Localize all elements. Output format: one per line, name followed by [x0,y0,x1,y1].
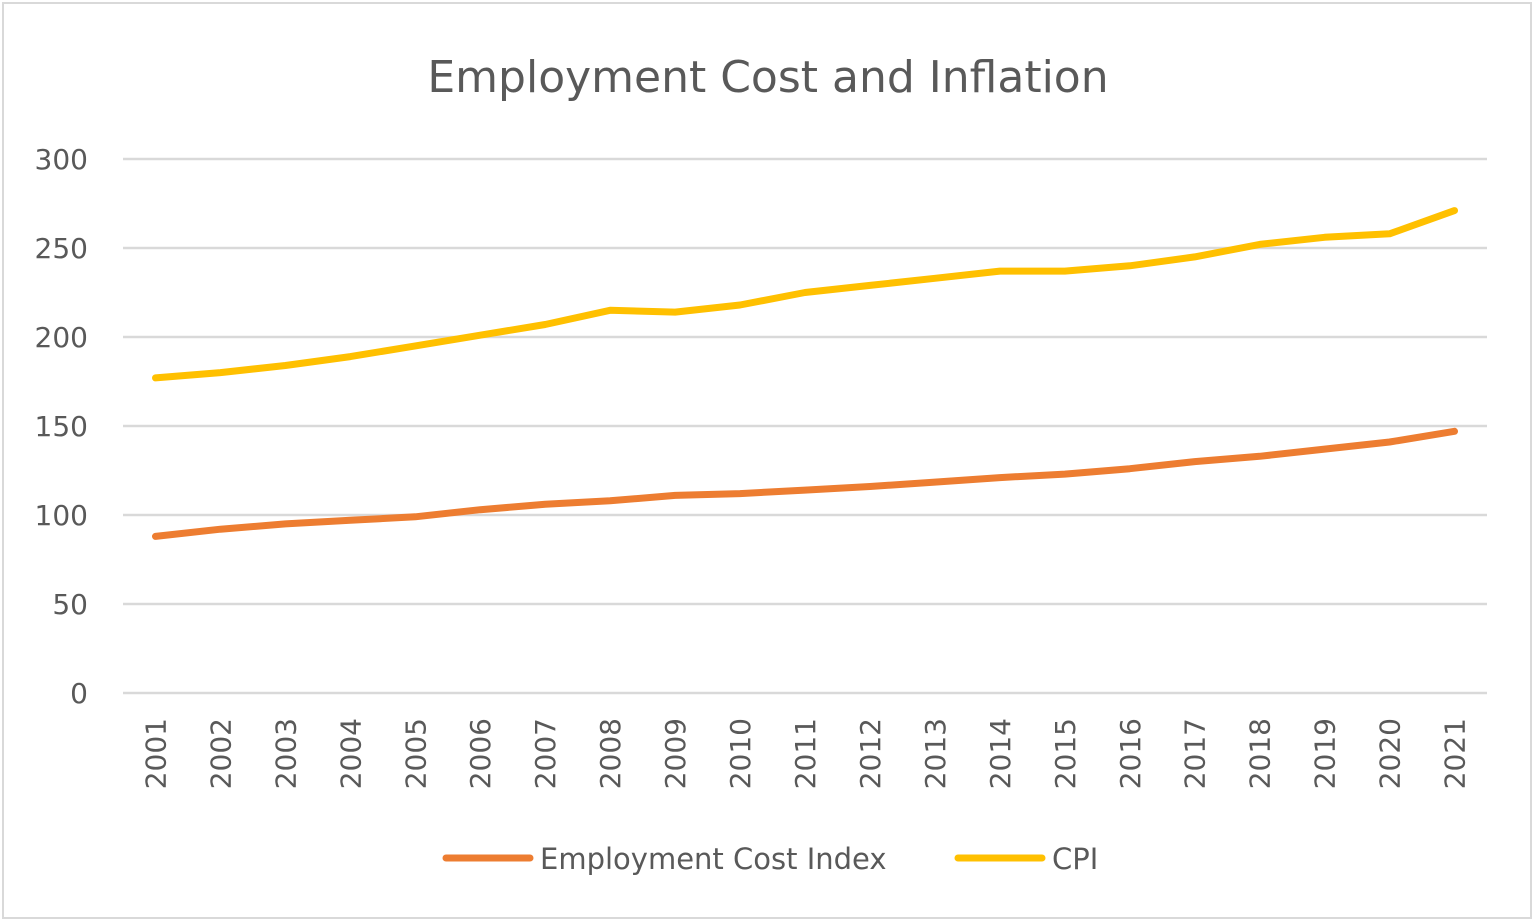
x-tick-label: 2017 [1179,718,1212,789]
x-tick-label: 2021 [1439,718,1472,789]
y-tick-label: 200 [35,321,88,354]
x-tick-label: 2003 [269,718,302,789]
y-tick-label: 250 [35,232,88,265]
x-tick-label: 2001 [139,718,172,789]
legend-label: Employment Cost Index [540,842,887,876]
x-tick-label: 2011 [789,718,822,789]
x-tick-label: 2010 [724,718,757,789]
x-tick-label: 2006 [464,718,497,789]
x-tick-label: 2013 [919,718,952,789]
series-line-employment-cost-index [152,427,1458,540]
y-tick-label: 100 [35,499,88,532]
x-tick-label: 2020 [1374,718,1407,789]
x-tick-label: 2018 [1244,718,1277,789]
y-tick-label: 50 [52,588,88,621]
x-tick-label: 2008 [594,718,627,789]
x-tick-label: 2015 [1049,718,1082,789]
x-tick-label: 2009 [659,718,692,789]
x-tick-label: 2004 [334,718,367,789]
x-tick-label: 2007 [529,718,562,789]
chart-title: Employment Cost and Inflation [427,52,1108,103]
legend-label: CPI [1052,842,1098,876]
y-tick-label: 0 [70,677,88,710]
x-tick-label: 2005 [399,718,432,789]
x-tick-label: 2016 [1114,718,1147,789]
x-tick-label: 2019 [1309,718,1342,789]
y-tick-label: 300 [35,143,88,176]
y-tick-label: 150 [35,410,88,443]
series-line-cpi [152,207,1458,382]
x-tick-label: 2014 [984,718,1017,789]
x-tick-label: 2012 [854,718,887,789]
x-tick-label: 2002 [204,718,237,789]
